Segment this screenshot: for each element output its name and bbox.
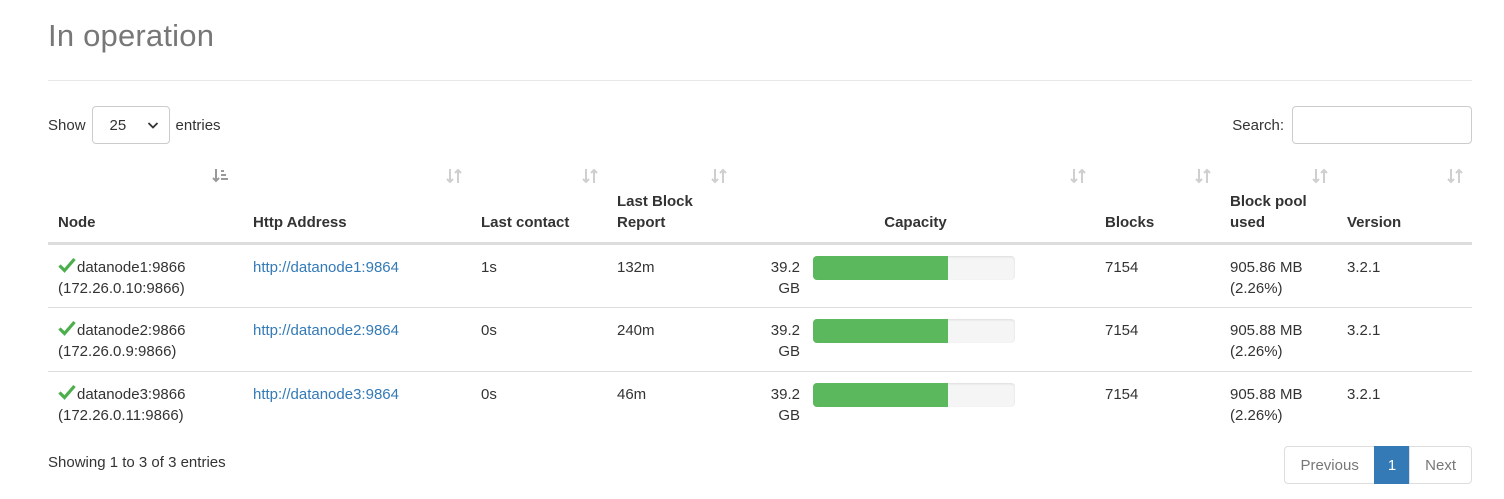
- sort-asc-icon: [212, 169, 228, 183]
- version: 3.2.1: [1347, 258, 1381, 276]
- page-1-button[interactable]: 1: [1373, 446, 1411, 484]
- node-ip: (172.26.0.11:9866): [58, 406, 184, 424]
- last-contact: 0s: [471, 370, 607, 435]
- blocks: 7154: [1105, 258, 1139, 276]
- blocks: 7154: [1095, 370, 1220, 435]
- capacity-cell: 39.2 GB: [736, 370, 1095, 435]
- col-header-version[interactable]: Version: [1337, 164, 1472, 245]
- node-cell: datanode2:9866 (172.26.0.9:9866): [48, 306, 243, 371]
- last-block-report: 132m: [617, 258, 655, 276]
- pagination: Previous 1 Next: [1284, 446, 1472, 484]
- title-divider: [48, 80, 1472, 81]
- sort-icon: [711, 168, 727, 184]
- last-block-report: 46m: [607, 370, 736, 435]
- col-header-node[interactable]: Node: [48, 164, 243, 245]
- table-row: datanode2:9866 (172.26.0.9:9866) http://…: [48, 306, 1472, 371]
- node-name: datanode3:9866: [77, 385, 186, 403]
- sort-icon: [582, 168, 598, 184]
- col-header-block-pool-used[interactable]: Block pool used: [1220, 164, 1337, 245]
- block-pool-used: 905.88 MB (2.26%): [1220, 370, 1337, 435]
- version: 3.2.1: [1337, 370, 1472, 435]
- sort-icon: [1447, 168, 1463, 184]
- node-ip: (172.26.0.9:9866): [58, 342, 177, 360]
- capacity-cell: 39.2 GB: [736, 306, 1095, 371]
- search-box: Search:: [1232, 106, 1472, 144]
- sort-icon: [446, 168, 462, 184]
- table-row: datanode3:9866 (172.26.0.11:9866) http:/…: [48, 370, 1472, 435]
- check-icon: [58, 320, 76, 336]
- length-suffix: entries: [175, 116, 221, 134]
- capacity-progress-bar: [813, 255, 1015, 280]
- capacity-value: 39.2 GB: [770, 321, 800, 360]
- previous-page-button[interactable]: Previous: [1284, 446, 1375, 484]
- capacity-value: 39.2 GB: [770, 385, 800, 424]
- node-ip: (172.26.0.10:9866): [58, 279, 185, 297]
- http-address-link[interactable]: http://datanode3:9864: [253, 385, 399, 403]
- sort-icon: [1312, 168, 1328, 184]
- node-name: datanode2:9866: [77, 321, 186, 339]
- capacity-cell: 39.2 GB: [736, 243, 1095, 307]
- block-pool-used: 905.88 MB (2.26%): [1220, 306, 1337, 371]
- search-label: Search:: [1232, 116, 1284, 134]
- entries-select[interactable]: 25: [91, 106, 170, 144]
- col-header-capacity[interactable]: Capacity: [736, 164, 1095, 245]
- entries-select-value: 25: [109, 116, 127, 134]
- node-cell: datanode1:9866 (172.26.0.10:9866): [48, 243, 243, 307]
- col-header-last-block-report[interactable]: Last Block Report: [607, 164, 736, 245]
- check-icon: [58, 384, 76, 400]
- http-address-link[interactable]: http://datanode1:9864: [253, 258, 399, 276]
- col-header-blocks[interactable]: Blocks: [1095, 164, 1220, 245]
- length-menu: Show 25 entries: [48, 106, 221, 144]
- length-prefix: Show: [48, 116, 86, 134]
- check-icon: [58, 257, 76, 273]
- col-header-last-contact[interactable]: Last contact: [471, 164, 607, 245]
- capacity-progress-fill: [813, 382, 949, 407]
- block-pool-used: 905.86 MB (2.26%): [1230, 258, 1303, 297]
- version: 3.2.1: [1337, 306, 1472, 371]
- sort-icon: [1070, 168, 1086, 184]
- node-cell: datanode3:9866 (172.26.0.11:9866): [48, 370, 243, 435]
- blocks: 7154: [1095, 306, 1220, 371]
- capacity-value: 39.2 GB: [770, 258, 800, 297]
- capacity-progress-fill: [813, 318, 949, 343]
- search-input[interactable]: [1292, 106, 1472, 144]
- section-title: In operation: [48, 18, 215, 53]
- capacity-progress-fill: [813, 255, 949, 280]
- header-row: Node Http Address Last contact Last Bloc…: [48, 164, 1472, 245]
- node-name: datanode1:9866: [77, 258, 186, 276]
- chevron-down-icon: [147, 122, 158, 129]
- sort-icon: [1195, 168, 1211, 184]
- datanode-table: Node Http Address Last contact Last Bloc…: [48, 164, 1472, 435]
- last-contact: 0s: [471, 306, 607, 371]
- last-block-report: 240m: [607, 306, 736, 371]
- http-address-link[interactable]: http://datanode2:9864: [253, 321, 399, 339]
- table-info: Showing 1 to 3 of 3 entries: [48, 454, 226, 471]
- next-page-button[interactable]: Next: [1409, 446, 1472, 484]
- col-header-http-address[interactable]: Http Address: [243, 164, 471, 245]
- last-contact: 1s: [481, 258, 497, 276]
- capacity-progress-bar: [813, 382, 1015, 407]
- capacity-progress-bar: [813, 318, 1015, 343]
- table-row: datanode1:9866 (172.26.0.10:9866) http:/…: [48, 243, 1472, 307]
